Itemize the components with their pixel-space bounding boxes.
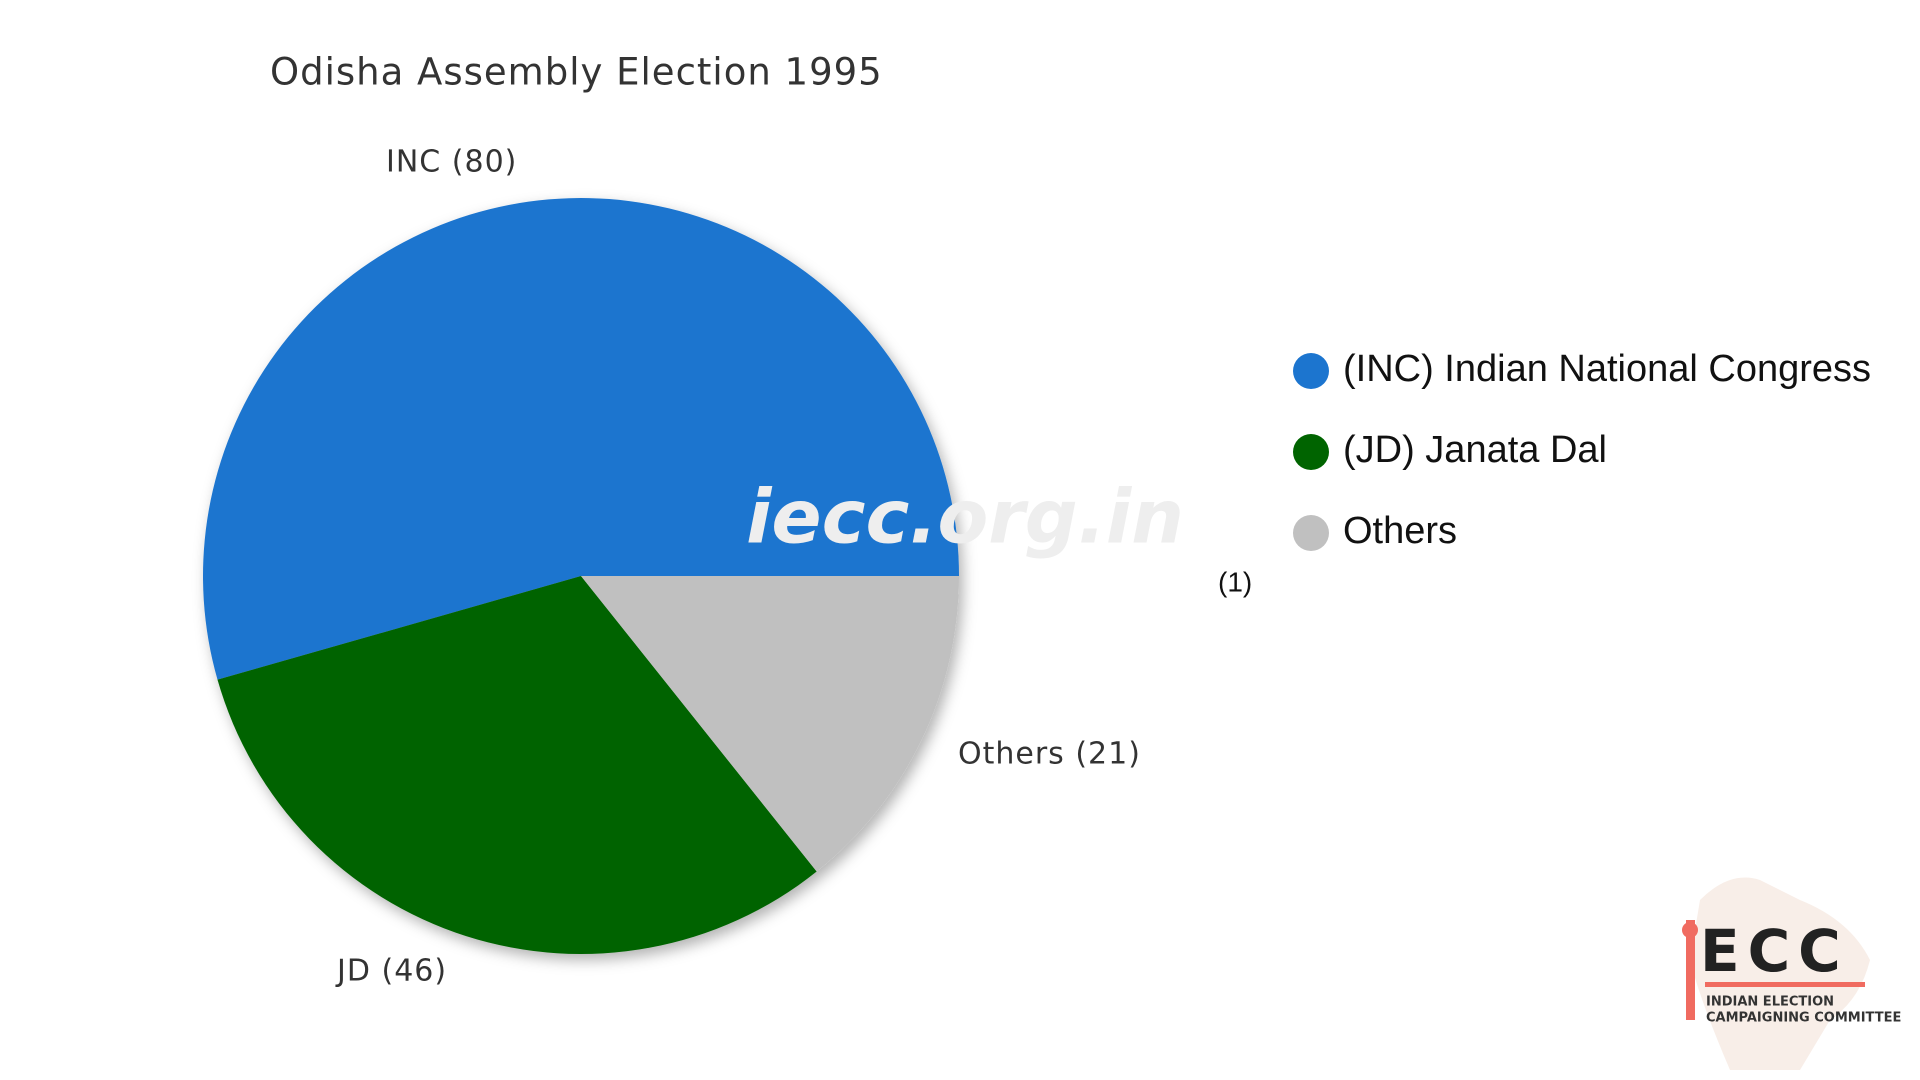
legend-label: (INC) Indian National Congress: [1343, 348, 1871, 390]
legend-label: (JD) Janata Dal: [1343, 429, 1607, 471]
slice-label: JD (46): [335, 954, 447, 989]
pie-slice: [217, 576, 817, 954]
legend-marker: [1293, 434, 1329, 470]
watermark: iecc.org.in: [746, 475, 1184, 561]
logo-mark: ECC: [1700, 917, 1849, 985]
pie: [202, 197, 959, 954]
logo-dot: [1682, 922, 1698, 938]
logo-underline: [1705, 982, 1865, 987]
chart-title: Odisha Assembly Election 1995: [270, 51, 883, 94]
logo: ECC INDIAN ELECTION CAMPAIGNING COMMITTE…: [1682, 877, 1901, 1070]
legend-label: Others: [1343, 510, 1457, 552]
slice-label: Others (21): [958, 737, 1141, 772]
logo-line2: CAMPAIGNING COMMITTEE: [1706, 1011, 1901, 1026]
pie-slice: [581, 576, 959, 872]
logo-bar: [1686, 920, 1695, 1020]
note: (1): [1218, 566, 1252, 597]
logo-line1: INDIAN ELECTION: [1706, 995, 1834, 1010]
slice-label: INC (80): [386, 145, 517, 180]
pie-slice: [202, 197, 959, 680]
legend-marker: [1293, 515, 1329, 551]
logo-map: [1690, 877, 1870, 1070]
legend-marker: [1293, 353, 1329, 389]
